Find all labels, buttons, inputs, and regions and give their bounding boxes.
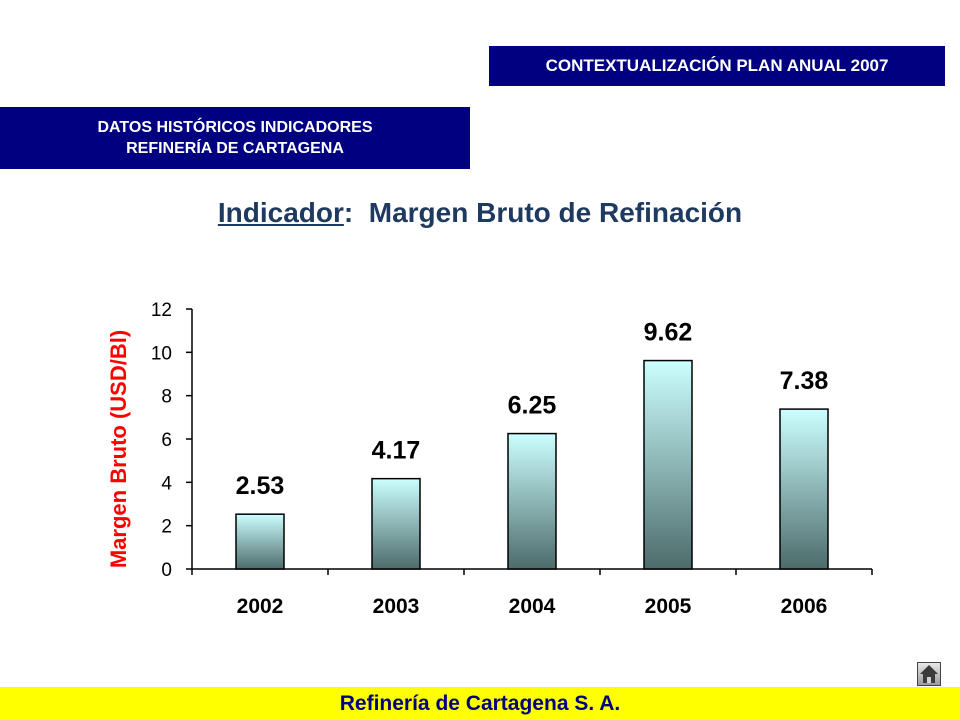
page-title-label: Indicador xyxy=(217,197,344,228)
bar xyxy=(643,359,693,570)
section-banner: DATOS HISTÓRICOS INDICADORES REFINERÍA D… xyxy=(0,107,470,169)
x-tick-label: 2002 xyxy=(237,595,284,618)
x-tick-label: 2004 xyxy=(509,595,556,618)
page-title-text: Margen Bruto de Refinación xyxy=(368,197,743,228)
bar xyxy=(507,432,557,570)
x-tick-label: 2003 xyxy=(373,595,420,618)
data-label: 6.25 xyxy=(508,392,557,420)
y-tick-label: 2 xyxy=(161,517,172,538)
top-banner-text: CONTEXTUALIZACIÓN PLAN ANUAL 2007 xyxy=(545,56,889,75)
x-tick-label: 2006 xyxy=(781,595,828,618)
data-label: 2.53 xyxy=(236,472,285,500)
y-tick-label: 8 xyxy=(161,387,172,408)
home-button[interactable] xyxy=(917,662,941,686)
x-tick-label: 2005 xyxy=(645,595,692,618)
y-axis-title: Margen Bruto (USD/Bl) xyxy=(106,330,131,568)
y-tick-label: 0 xyxy=(161,560,172,581)
home-icon xyxy=(920,665,938,683)
page-title: Indicador: Margen Bruto de Refinación xyxy=(0,197,960,229)
data-label: 4.17 xyxy=(372,437,421,465)
footer-bar: Refinería de Cartagena S. A. xyxy=(0,687,960,720)
y-tick-label: 4 xyxy=(161,473,172,494)
data-label: 9.62 xyxy=(644,319,693,347)
y-tick-label: 10 xyxy=(151,343,172,364)
bar xyxy=(371,477,421,570)
section-banner-line1: DATOS HISTÓRICOS INDICADORES xyxy=(97,119,373,136)
data-label: 7.38 xyxy=(780,367,829,395)
footer-text: Refinería de Cartagena S. A. xyxy=(339,692,621,715)
page-title-separator: : xyxy=(343,197,354,228)
y-tick-label: 6 xyxy=(161,430,172,451)
bar xyxy=(779,408,829,570)
section-banner-line2: REFINERÍA DE CARTAGENA xyxy=(126,140,344,157)
top-banner: CONTEXTUALIZACIÓN PLAN ANUAL 2007 xyxy=(489,46,945,86)
bar xyxy=(235,513,285,570)
y-tick-label: 12 xyxy=(151,300,172,321)
